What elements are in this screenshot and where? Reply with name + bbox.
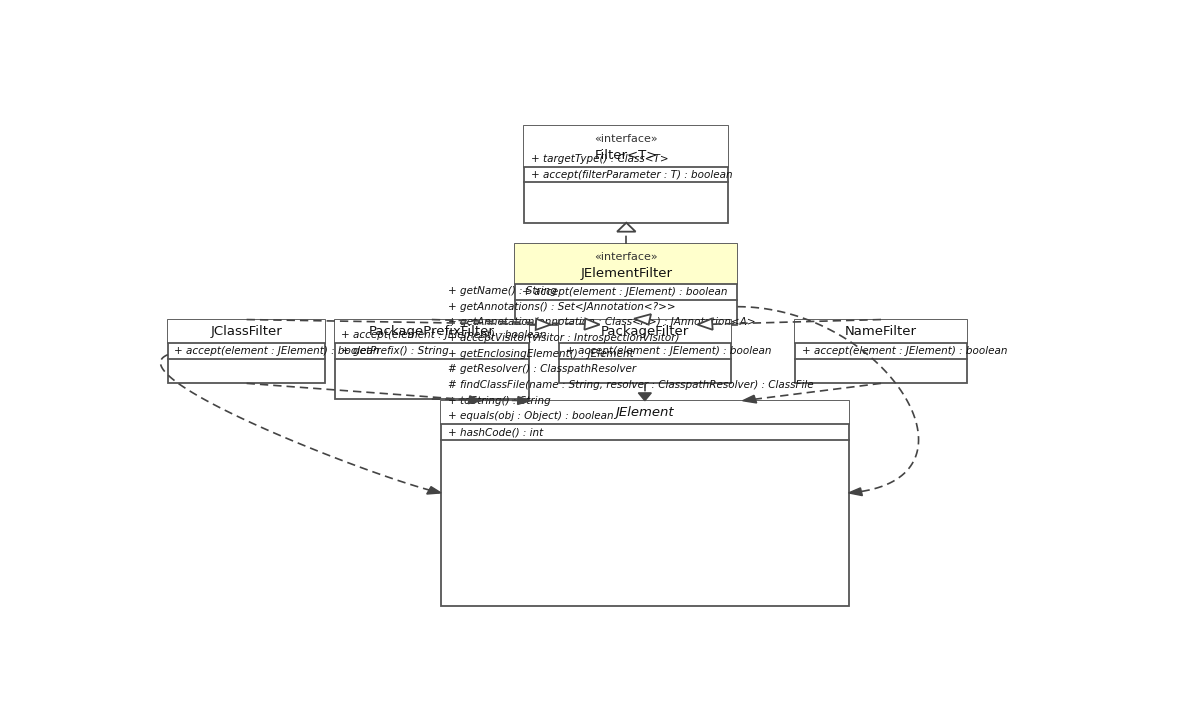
FancyBboxPatch shape bbox=[167, 320, 325, 343]
FancyBboxPatch shape bbox=[796, 320, 967, 383]
Text: + getAnnotations() : Set<JAnnotation<?>>: + getAnnotations() : Set<JAnnotation<?>> bbox=[448, 302, 675, 312]
Polygon shape bbox=[535, 318, 551, 330]
FancyBboxPatch shape bbox=[515, 244, 737, 284]
Text: JElement: JElement bbox=[615, 406, 674, 419]
Text: + equals(obj : Object) : boolean: + equals(obj : Object) : boolean bbox=[448, 411, 613, 422]
Polygon shape bbox=[468, 396, 482, 403]
FancyBboxPatch shape bbox=[525, 126, 728, 222]
Polygon shape bbox=[617, 222, 636, 232]
Text: + getEnclosingElement() : JElement: + getEnclosingElement() : JElement bbox=[448, 349, 633, 358]
Text: + accept(element : JElement) : boolean: + accept(element : JElement) : boolean bbox=[522, 287, 728, 297]
Polygon shape bbox=[698, 318, 712, 330]
Text: + accept(element : JElement) : boolean: + accept(element : JElement) : boolean bbox=[174, 346, 380, 356]
Text: + getAnnotation(annotation : Class<A>) : JAnnotation<A>: + getAnnotation(annotation : Class<A>) :… bbox=[448, 318, 755, 327]
Text: + acceptVisitor(visitor : IntrospectionVisitor): + acceptVisitor(visitor : IntrospectionV… bbox=[448, 333, 679, 343]
Text: # getResolver() : ClasspathResolver: # getResolver() : ClasspathResolver bbox=[448, 364, 636, 374]
Polygon shape bbox=[584, 318, 600, 330]
Text: + getName() : String: + getName() : String bbox=[448, 286, 557, 296]
FancyBboxPatch shape bbox=[559, 320, 730, 383]
FancyBboxPatch shape bbox=[441, 401, 848, 425]
FancyBboxPatch shape bbox=[559, 320, 730, 343]
FancyBboxPatch shape bbox=[515, 244, 737, 324]
Polygon shape bbox=[638, 393, 651, 401]
Text: «interface»: «interface» bbox=[595, 252, 658, 262]
Polygon shape bbox=[848, 488, 863, 496]
Text: JElementFilter: JElementFilter bbox=[581, 267, 673, 279]
FancyBboxPatch shape bbox=[525, 126, 728, 166]
Text: # findClassFile(name : String, resolver : ClasspathResolver) : ClassFile: # findClassFile(name : String, resolver … bbox=[448, 380, 814, 390]
FancyBboxPatch shape bbox=[335, 320, 529, 343]
Text: PackageFilter: PackageFilter bbox=[601, 325, 690, 338]
Text: + getPrefix() : String: + getPrefix() : String bbox=[341, 346, 449, 356]
Polygon shape bbox=[742, 395, 756, 403]
Text: + accept(filterParameter : T) : boolean: + accept(filterParameter : T) : boolean bbox=[531, 169, 733, 180]
Text: NameFilter: NameFilter bbox=[845, 325, 917, 338]
Polygon shape bbox=[517, 397, 531, 404]
Text: + accept(element : JElement) : boolean: + accept(element : JElement) : boolean bbox=[802, 346, 1007, 356]
FancyBboxPatch shape bbox=[167, 320, 325, 383]
FancyBboxPatch shape bbox=[796, 320, 967, 343]
Text: + accept(element : JElement) : boolean: + accept(element : JElement) : boolean bbox=[565, 346, 771, 356]
Text: PackagePrefixFilter: PackagePrefixFilter bbox=[369, 325, 495, 338]
FancyBboxPatch shape bbox=[335, 320, 529, 399]
FancyBboxPatch shape bbox=[441, 401, 848, 606]
Text: + hashCode() : int: + hashCode() : int bbox=[448, 427, 543, 437]
Text: Filter<T>: Filter<T> bbox=[595, 149, 658, 162]
Text: + toString() : String: + toString() : String bbox=[448, 395, 551, 406]
Text: + targetType() : Class<T>: + targetType() : Class<T> bbox=[531, 154, 668, 164]
Polygon shape bbox=[427, 486, 441, 494]
Text: + accept(element : JElement) : boolean: + accept(element : JElement) : boolean bbox=[341, 330, 546, 340]
Text: «interface»: «interface» bbox=[595, 134, 658, 145]
Text: JClassFilter: JClassFilter bbox=[210, 325, 282, 338]
Polygon shape bbox=[635, 314, 651, 324]
